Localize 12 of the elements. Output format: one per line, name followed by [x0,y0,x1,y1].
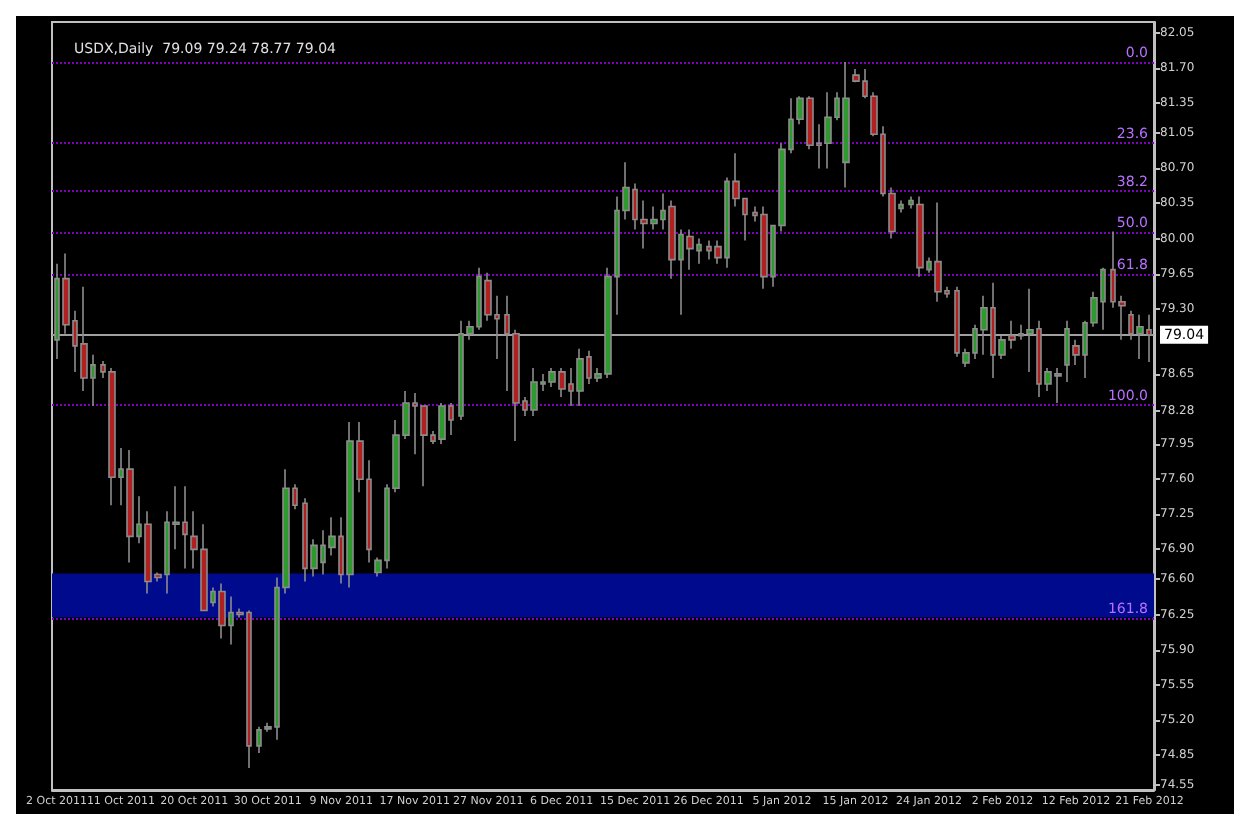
candlestick [218,582,226,640]
candlestick [438,402,446,445]
candlestick [576,348,584,407]
candlestick [1136,313,1144,360]
candlestick [108,367,116,507]
candlestick [842,61,850,189]
candlestick [916,195,924,278]
candlestick [824,91,832,170]
candlestick [934,201,942,303]
candlestick [760,205,768,290]
candlestick [126,449,134,564]
candlestick [530,367,538,417]
